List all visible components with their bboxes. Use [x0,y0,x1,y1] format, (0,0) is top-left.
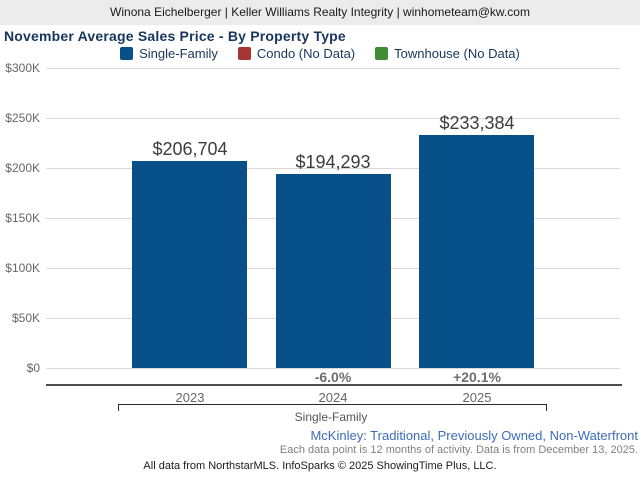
y-axis-tick-label: $100K [5,261,40,275]
y-axis-tick-label: $50K [11,311,40,325]
bar-2025[interactable] [419,135,534,368]
bar-2024[interactable] [276,174,391,368]
legend-item-townhouse[interactable]: Townhouse (No Data) [375,46,520,61]
gridline-$300K [46,68,620,69]
x-axis-label-2023: 2023 [175,390,205,405]
bar-2023[interactable] [132,161,247,368]
category-group-label: Single-Family [294,410,368,424]
bar-value-label: $194,293 [295,152,371,172]
page-title: November Average Sales Price - By Proper… [4,28,346,44]
legend-label: Townhouse (No Data) [394,45,520,61]
condo-swatch-icon [237,46,251,60]
legend-item-condo[interactable]: Condo (No Data) [237,45,356,61]
y-axis-tick-label: $300K [5,61,40,75]
y-axis-tick-label: $250K [5,111,40,125]
legend-item-single-family[interactable]: Single-Family [120,46,218,61]
bar-value-label: $233,384 [439,113,515,133]
header-contact-bar: Winona Eichelberger | Keller Williams Re… [0,0,640,25]
data-note: Each data point is 12 months of activity… [279,444,638,456]
x-axis-label-2025: 2025 [462,390,492,405]
townhouse-swatch-icon [375,46,389,60]
pct-change-label: -6.0% [314,369,352,385]
y-axis-tick-label: $150K [5,211,40,225]
chart-legend: Single-Family Condo (No Data) Townhouse … [0,45,640,61]
single-family-swatch-icon [120,46,134,60]
x-axis-line [46,384,622,386]
contact-line: Winona Eichelberger | Keller Williams Re… [110,5,530,19]
legend-label: Single-Family [139,45,218,61]
gridline-$0 [46,368,620,369]
gridline-$200K [46,168,620,169]
y-axis-tick-label: $0 [26,361,40,375]
category-group-bracket [118,404,547,411]
bar-value-label: $206,704 [152,139,228,159]
attribution-line: All data from NorthstarMLS. InfoSparks ©… [143,460,497,472]
x-axis-label-2024: 2024 [318,390,348,405]
legend-label: Condo (No Data) [256,45,356,61]
gridline-$250K [46,118,620,119]
filters-summary: McKinley: Traditional, Previously Owned,… [310,428,638,443]
pct-change-label: +20.1% [453,369,501,385]
y-axis-tick-label: $200K [5,161,40,175]
